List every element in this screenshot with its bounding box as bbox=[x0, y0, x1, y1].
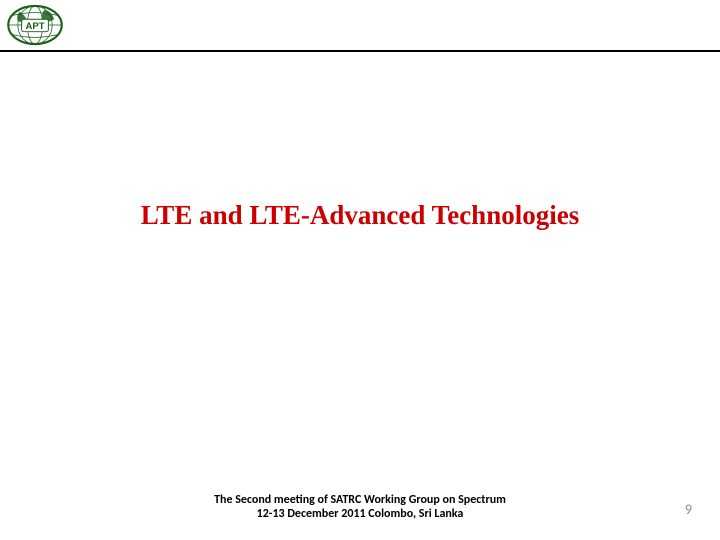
footer-line-1: The Second meeting of SATRC Working Grou… bbox=[0, 494, 720, 508]
footer-line-2: 12-13 December 2011 Colombo, Sri Lanka bbox=[0, 508, 720, 522]
header-divider bbox=[0, 50, 720, 52]
slide: APT LTE and LTE-Advanced Technologies Th… bbox=[0, 0, 720, 540]
page-number: 9 bbox=[685, 501, 692, 518]
slide-title: LTE and LTE-Advanced Technologies bbox=[0, 200, 720, 231]
apt-logo: APT bbox=[6, 4, 64, 46]
globe-icon: APT bbox=[6, 4, 64, 46]
logo-text: APT bbox=[25, 21, 44, 32]
footer: The Second meeting of SATRC Working Grou… bbox=[0, 494, 720, 522]
